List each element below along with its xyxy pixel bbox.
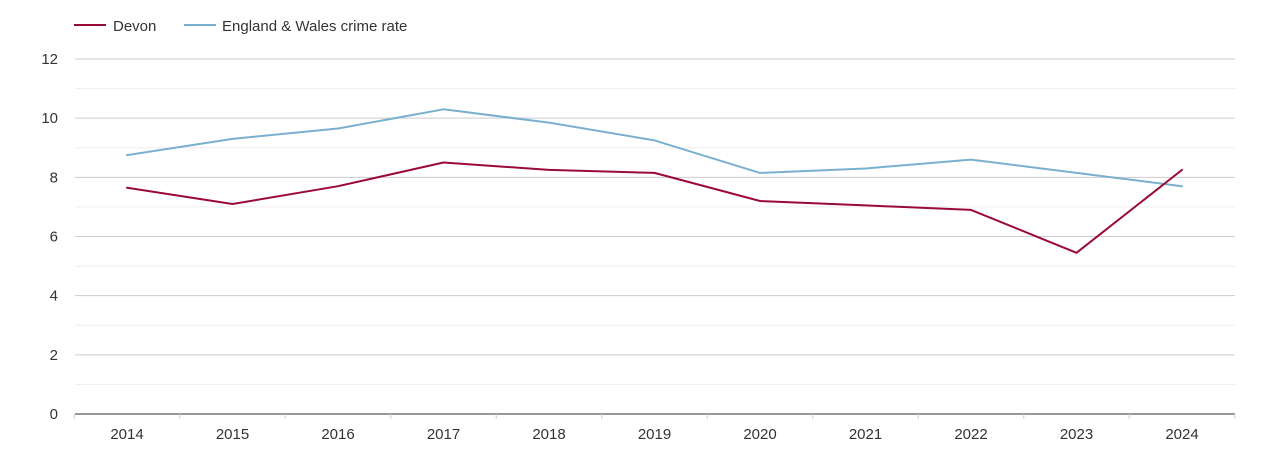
series (126, 108, 1183, 254)
y-tick-label: 12 (41, 51, 58, 68)
legend: Devon England & Wales crime rate (74, 18, 407, 35)
y-tick-label: 0 (50, 406, 58, 423)
y-tick-label: 2 (50, 347, 58, 364)
x-tick-label: 2014 (110, 426, 143, 443)
x-tick-label: 2022 (954, 426, 987, 443)
gridlines (75, 58, 1235, 385)
x-tick-label: 2016 (321, 426, 354, 443)
x-axis: 2014 2015 2016 2017 2018 2019 2020 2021 2022 2023… (73, 413, 1236, 443)
y-tick-label: 8 (50, 169, 58, 186)
series-line-devon (126, 161, 1183, 254)
x-tick-label: 2015 (216, 426, 249, 443)
y-tick-label: 4 (50, 288, 58, 305)
x-tick-label: 2020 (743, 426, 776, 443)
legend-label-england-wales: England & Wales crime rate (222, 18, 407, 35)
y-tick-label: 6 (50, 229, 58, 246)
x-tick-label: 2021 (849, 426, 882, 443)
x-tick-label: 2017 (427, 426, 460, 443)
y-tick-label: 10 (41, 110, 58, 127)
x-tick-label: 2019 (638, 426, 671, 443)
x-tick-label: 2024 (1165, 426, 1198, 443)
legend-label-devon: Devon (113, 18, 156, 35)
y-axis: 0 2 4 6 8 10 12 (41, 51, 58, 423)
x-tick-label: 2018 (532, 426, 565, 443)
x-tick-label: 2023 (1060, 426, 1093, 443)
series-line-england-wales (126, 108, 1183, 188)
